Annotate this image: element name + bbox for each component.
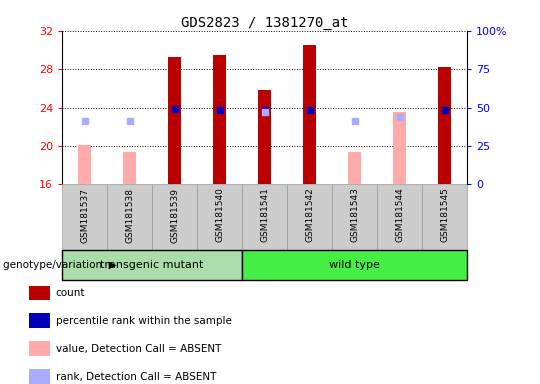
Text: GSM181544: GSM181544 [395,188,404,242]
Bar [258,90,271,184]
Bar [242,250,467,280]
Text: GSM181539: GSM181539 [170,188,179,243]
Text: GSM181540: GSM181540 [215,188,224,242]
Bar [29,313,51,328]
Bar [29,341,51,356]
Bar [213,55,226,184]
Bar [123,152,136,184]
Bar [107,184,152,250]
Bar [62,184,107,250]
Bar [438,67,451,184]
Bar [332,184,377,250]
Text: rank, Detection Call = ABSENT: rank, Detection Call = ABSENT [56,372,216,382]
Bar [168,56,181,184]
Bar [62,250,242,280]
Text: percentile rank within the sample: percentile rank within the sample [56,316,232,326]
Text: GSM181545: GSM181545 [440,188,449,242]
Bar [377,184,422,250]
Bar [78,145,91,184]
Text: count: count [56,288,85,298]
Bar [29,369,51,384]
Bar [348,152,361,184]
Title: GDS2823 / 1381270_at: GDS2823 / 1381270_at [181,16,348,30]
Bar [393,112,406,184]
Text: transgenic mutant: transgenic mutant [100,260,204,270]
Text: GSM181542: GSM181542 [305,188,314,242]
Bar [152,184,197,250]
Bar [303,45,316,184]
Text: wild type: wild type [329,260,380,270]
Bar [197,184,242,250]
Text: genotype/variation  ▶: genotype/variation ▶ [3,260,116,270]
Text: GSM181537: GSM181537 [80,188,89,243]
Text: GSM181543: GSM181543 [350,188,359,242]
Bar [287,184,332,250]
Text: GSM181538: GSM181538 [125,188,134,243]
Bar [242,184,287,250]
Text: value, Detection Call = ABSENT: value, Detection Call = ABSENT [56,344,221,354]
Text: GSM181541: GSM181541 [260,188,269,242]
Bar [29,285,51,300]
Bar [422,184,467,250]
